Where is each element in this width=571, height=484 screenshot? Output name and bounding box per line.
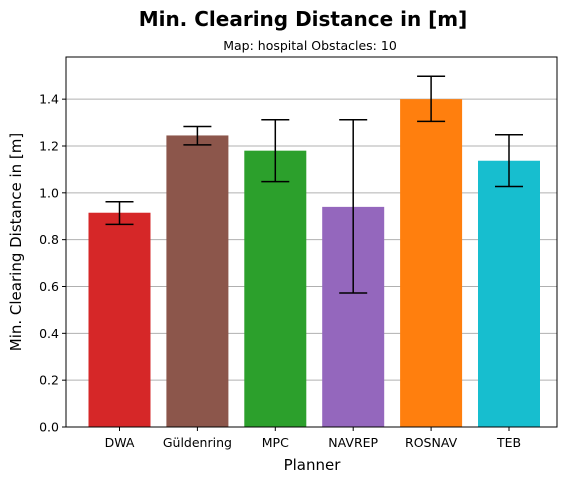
x-tick-label: NAVREP bbox=[328, 435, 378, 450]
x-tick-label: MPC bbox=[262, 435, 289, 450]
y-axis-ticks: 0.0 0.2 0.4 0.6 0.8 1.0 1.2 1.4 bbox=[39, 92, 66, 435]
bar bbox=[400, 99, 463, 427]
y-tick-label: 1.2 bbox=[39, 138, 59, 153]
y-tick-label: 0.2 bbox=[39, 373, 59, 388]
error-bars bbox=[105, 75, 523, 294]
bar bbox=[166, 135, 229, 427]
y-tick-label: 0.6 bbox=[39, 279, 59, 294]
x-axis-ticks: DWA Güldenring MPC NAVREP ROSNAV TEB bbox=[105, 427, 521, 450]
bars bbox=[88, 99, 540, 427]
chart-subtitle: Map: hospital Obstacles: 10 bbox=[223, 38, 397, 53]
x-tick-label: TEB bbox=[496, 435, 521, 450]
x-tick-label: DWA bbox=[105, 435, 135, 450]
chart-title: Min. Clearing Distance in [m] bbox=[139, 7, 468, 31]
y-tick-label: 1.4 bbox=[39, 92, 59, 107]
y-tick-label: 1.0 bbox=[39, 185, 59, 200]
x-axis-label: Planner bbox=[284, 456, 342, 474]
y-axis-label: Min. Clearing Distance in [m] bbox=[7, 133, 25, 351]
x-tick-label: ROSNAV bbox=[405, 435, 458, 450]
bar bbox=[478, 160, 540, 427]
y-tick-label: 0.4 bbox=[39, 326, 59, 341]
bar bbox=[88, 212, 151, 427]
x-tick-label: Güldenring bbox=[163, 435, 232, 450]
y-tick-label: 0.0 bbox=[39, 420, 59, 435]
bar bbox=[244, 150, 307, 427]
y-tick-label: 0.8 bbox=[39, 232, 59, 247]
plot-frame bbox=[65, 56, 558, 428]
